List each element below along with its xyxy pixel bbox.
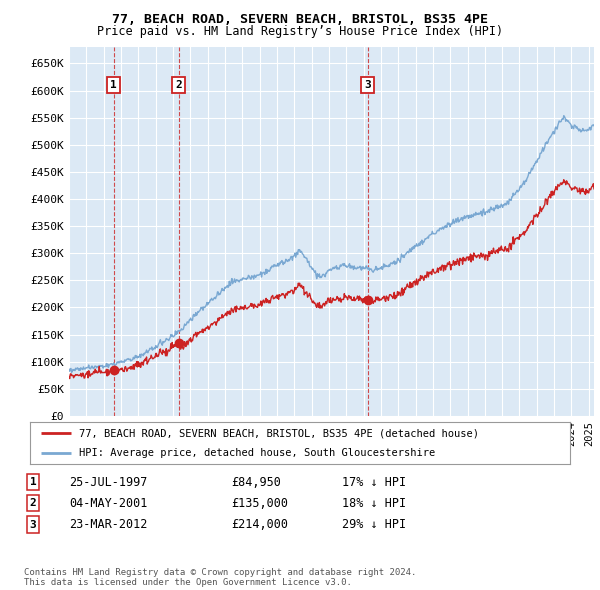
Text: 29% ↓ HPI: 29% ↓ HPI (342, 518, 406, 531)
Text: 1: 1 (29, 477, 37, 487)
Text: 77, BEACH ROAD, SEVERN BEACH, BRISTOL, BS35 4PE (detached house): 77, BEACH ROAD, SEVERN BEACH, BRISTOL, B… (79, 428, 479, 438)
Text: 2: 2 (175, 80, 182, 90)
Text: 3: 3 (364, 80, 371, 90)
Text: 2: 2 (29, 499, 37, 508)
Text: 1: 1 (110, 80, 117, 90)
Text: 17% ↓ HPI: 17% ↓ HPI (342, 476, 406, 489)
Text: 04-MAY-2001: 04-MAY-2001 (69, 497, 148, 510)
Text: 25-JUL-1997: 25-JUL-1997 (69, 476, 148, 489)
Text: £135,000: £135,000 (231, 497, 288, 510)
Text: £214,000: £214,000 (231, 518, 288, 531)
Text: Price paid vs. HM Land Registry’s House Price Index (HPI): Price paid vs. HM Land Registry’s House … (97, 25, 503, 38)
Text: Contains HM Land Registry data © Crown copyright and database right 2024.
This d: Contains HM Land Registry data © Crown c… (24, 568, 416, 587)
Text: 3: 3 (29, 520, 37, 529)
Text: HPI: Average price, detached house, South Gloucestershire: HPI: Average price, detached house, Sout… (79, 448, 435, 458)
Text: 18% ↓ HPI: 18% ↓ HPI (342, 497, 406, 510)
Text: £84,950: £84,950 (231, 476, 281, 489)
Text: 23-MAR-2012: 23-MAR-2012 (69, 518, 148, 531)
Text: 77, BEACH ROAD, SEVERN BEACH, BRISTOL, BS35 4PE: 77, BEACH ROAD, SEVERN BEACH, BRISTOL, B… (112, 13, 488, 26)
